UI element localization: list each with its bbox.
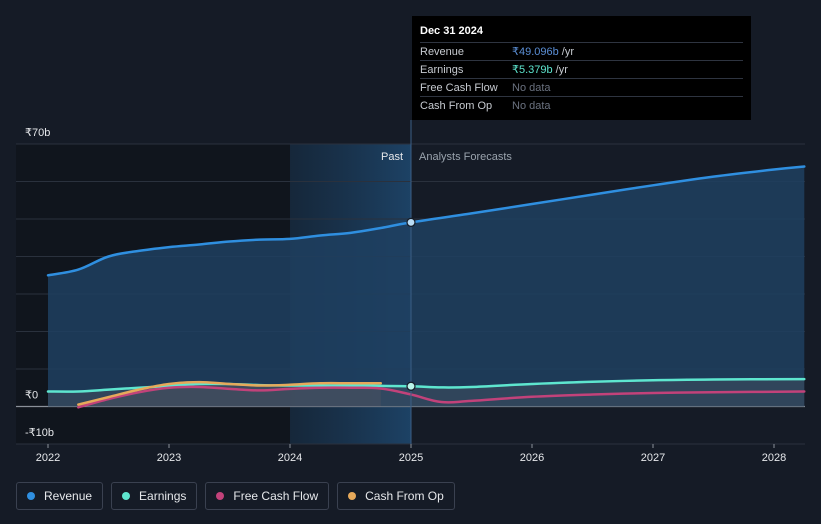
tooltip-row-value: No data (512, 99, 551, 112)
series-areas (48, 166, 805, 407)
earnings-area (48, 379, 805, 407)
y-tick-label: ₹70b (25, 127, 50, 139)
y-tick-label: ₹0 (25, 390, 38, 402)
legend-dot-icon (122, 492, 131, 500)
tooltip-row: Earnings ₹5.379b/yr (420, 60, 743, 78)
legend-label: Cash From Op (365, 489, 444, 503)
y-axis-ticks: ₹70b ₹0 -₹10b (25, 127, 54, 439)
tooltip-row-name: Cash From Op (420, 99, 493, 112)
forecast-label: Analysts Forecasts (419, 151, 512, 163)
fcf-line (77, 385, 806, 409)
x-tick-label: 2028 (762, 452, 786, 464)
tooltip-row-unit: /yr (555, 63, 568, 76)
legend: Revenue Earnings Free Cash Flow Cash From O… (16, 482, 455, 510)
y-tick-label: -₹10b (25, 427, 54, 439)
series-markers (406, 217, 416, 391)
tooltip-row: Free Cash Flow No data (420, 78, 743, 96)
legend-item-cash-from-op[interactable]: Cash From Op (337, 482, 455, 510)
tooltip-date: Dec 31 2024 (420, 25, 483, 37)
x-tick-label: 2026 (520, 452, 544, 464)
tooltip-row-name: Earnings (420, 63, 464, 76)
x-axis-ticks: 2022 2023 2024 2025 2026 2027 2028 (36, 444, 786, 464)
tooltip-row-name: Free Cash Flow (420, 81, 498, 94)
x-tick-label: 2023 (157, 452, 181, 464)
tooltip-row: Revenue ₹49.096b/yr (420, 42, 743, 60)
revenue-line (46, 165, 806, 277)
x-tick-label: 2027 (641, 452, 665, 464)
legend-label: Earnings (139, 489, 187, 503)
revenue-marker (406, 217, 416, 227)
legend-label: Revenue (44, 489, 93, 503)
legend-dot-icon (216, 492, 225, 500)
tooltip-row-value: No data (512, 81, 551, 94)
legend-dot-icon (27, 492, 35, 500)
tooltip-row: Cash From Op No data (420, 96, 743, 114)
x-tick-label: 2024 (278, 452, 302, 464)
tooltip-row-unit: /yr (561, 45, 574, 58)
legend-dot-icon (348, 492, 357, 500)
past-label: Past (381, 151, 403, 163)
legend-item-earnings[interactable]: Earnings (111, 482, 198, 510)
legend-label: Free Cash Flow (233, 489, 319, 503)
series-lines (46, 165, 806, 409)
legend-item-free-cash-flow[interactable]: Free Cash Flow (205, 482, 330, 510)
tooltip-row-name: Revenue (420, 45, 465, 58)
x-tick-label: 2025 (399, 452, 423, 464)
earnings-marker (406, 381, 416, 391)
revenue-area (48, 166, 805, 407)
data-tooltip: Dec 31 2024 Revenue ₹49.096b/yr Earnings ₹5… (412, 16, 751, 120)
tooltip-row-value: ₹49.096b (512, 46, 559, 58)
cfo-line (77, 380, 383, 406)
tooltip-row-value: ₹5.379b (512, 64, 553, 76)
legend-item-revenue[interactable]: Revenue (16, 482, 104, 510)
x-tick-label: 2022 (36, 452, 60, 464)
